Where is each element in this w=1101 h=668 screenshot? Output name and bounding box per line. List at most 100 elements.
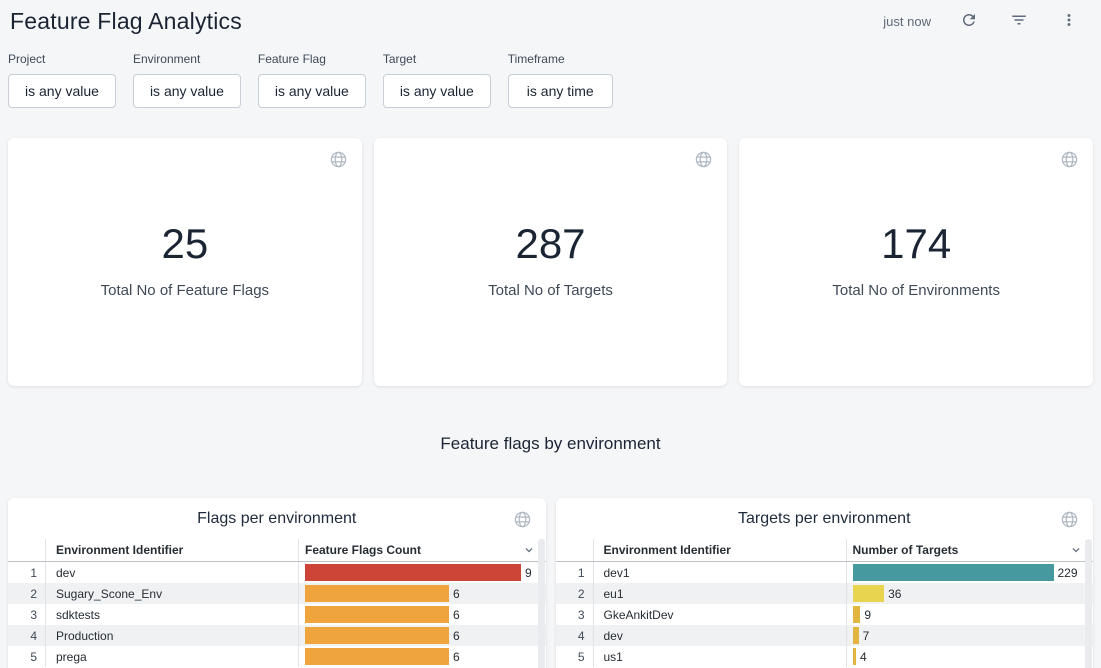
filter-timeframe-chip[interactable]: is any time: [508, 74, 613, 108]
refresh-icon: [960, 11, 978, 32]
table-row[interactable]: 4dev7: [556, 625, 1094, 646]
kpi-value: 174: [739, 220, 1093, 268]
row-index: 4: [8, 625, 46, 646]
value-label: 6: [453, 608, 460, 622]
filter-list-icon: [1010, 11, 1028, 32]
table-scrollbar[interactable]: [1085, 539, 1092, 668]
row-index: 3: [8, 604, 46, 625]
filter-project: Project is any value: [8, 52, 116, 108]
value-label: 9: [525, 566, 532, 580]
chevron-down-icon[interactable]: [522, 543, 536, 560]
table-row[interactable]: 5prega6: [8, 646, 546, 667]
table-row[interactable]: 5us14: [556, 646, 1094, 667]
flags-table: Environment Identifier Feature Flags Cou…: [8, 539, 546, 667]
environment-cell: eu1: [594, 583, 847, 604]
row-index: 5: [8, 646, 46, 667]
flags-per-environment-tile: Flags per environment Environment Identi…: [8, 498, 546, 668]
value-bar: [305, 564, 521, 581]
value-label: 36: [888, 587, 901, 601]
globe-icon[interactable]: [1060, 510, 1079, 534]
value-cell: 9: [299, 562, 546, 583]
value-cell: 6: [299, 625, 546, 646]
value-cell: 9: [847, 604, 1094, 625]
globe-icon[interactable]: [513, 510, 532, 534]
filter-project-chip[interactable]: is any value: [8, 74, 116, 108]
filter-label: Project: [8, 52, 116, 66]
table-row[interactable]: 2Sugary_Scone_Env6: [8, 583, 546, 604]
row-index: 2: [556, 583, 594, 604]
dashboard-menu-button[interactable]: [1057, 9, 1081, 33]
tile-title: Targets per environment: [556, 498, 1094, 539]
value-label: 7: [863, 629, 870, 643]
kpi-tiles-row: 25 Total No of Feature Flags 287 Total N…: [8, 138, 1093, 386]
kpi-tile-feature-flags: 25 Total No of Feature Flags: [8, 138, 362, 386]
value-label: 229: [1058, 566, 1078, 580]
table-row[interactable]: 1dev 9: [8, 562, 546, 583]
table-row[interactable]: 4Production 6: [8, 625, 546, 646]
value-cell: 6: [299, 583, 546, 604]
value-bar: [305, 585, 449, 602]
filter-environment-chip[interactable]: is any value: [133, 74, 241, 108]
section-title: Feature flags by environment: [0, 434, 1101, 454]
filter-label: Environment: [133, 52, 241, 66]
kpi-tile-environments: 174 Total No of Environments: [739, 138, 1093, 386]
refresh-button[interactable]: [957, 9, 981, 33]
filter-environment: Environment is any value: [133, 52, 241, 108]
filter-bar: Project is any value Environment is any …: [8, 52, 1101, 108]
value-label: 6: [453, 629, 460, 643]
chevron-down-icon[interactable]: [1069, 543, 1083, 560]
page-title: Feature Flag Analytics: [10, 8, 242, 35]
value-cell: 36: [847, 583, 1094, 604]
filter-label: Timeframe: [508, 52, 613, 66]
targets-table: Environment Identifier Number of Targets…: [556, 539, 1094, 667]
row-index: 3: [556, 604, 594, 625]
environment-column-header[interactable]: Environment Identifier: [594, 539, 847, 561]
kpi-label: Total No of Environments: [739, 282, 1093, 299]
table-row[interactable]: 3sdktests6: [8, 604, 546, 625]
environment-cell: dev: [46, 562, 299, 583]
environment-cell: us1: [594, 646, 847, 667]
dashboard-filters-button[interactable]: [1007, 9, 1031, 33]
filter-target: Target is any value: [383, 52, 491, 108]
table-row[interactable]: 3GkeAnkitDev9: [556, 604, 1094, 625]
value-bar: [853, 585, 885, 602]
count-column-header[interactable]: Feature Flags Count: [299, 539, 546, 561]
filter-label: Feature Flag: [258, 52, 366, 66]
value-cell: 229: [847, 562, 1094, 583]
value-cell: 4: [847, 646, 1094, 667]
row-index: 2: [8, 583, 46, 604]
table-scrollbar[interactable]: [538, 539, 545, 668]
kpi-label: Total No of Targets: [374, 282, 728, 299]
value-label: 6: [453, 587, 460, 601]
row-index: 5: [556, 646, 594, 667]
value-cell: 6: [299, 646, 546, 667]
last-refresh-status: just now: [883, 14, 931, 29]
globe-icon[interactable]: [329, 150, 348, 174]
table-row[interactable]: 1dev1229: [556, 562, 1094, 583]
filter-target-chip[interactable]: is any value: [383, 74, 491, 108]
value-bar: [305, 627, 449, 644]
globe-icon[interactable]: [694, 150, 713, 174]
count-column-header[interactable]: Number of Targets: [847, 539, 1094, 561]
kpi-value: 287: [374, 220, 728, 268]
filter-timeframe: Timeframe is any time: [508, 52, 613, 108]
environment-cell: Production: [46, 625, 299, 646]
row-index: 1: [8, 562, 46, 583]
value-cell: 6: [299, 604, 546, 625]
count-column-label: Feature Flags Count: [305, 543, 421, 557]
table-header-row: Environment Identifier Feature Flags Cou…: [8, 539, 546, 562]
row-index: 4: [556, 625, 594, 646]
filter-label: Target: [383, 52, 491, 66]
environment-column-header[interactable]: Environment Identifier: [46, 539, 299, 561]
row-index-header: [556, 539, 594, 561]
filter-feature-flag-chip[interactable]: is any value: [258, 74, 366, 108]
targets-per-environment-tile: Targets per environment Environment Iden…: [556, 498, 1094, 668]
table-header-row: Environment Identifier Number of Targets: [556, 539, 1094, 562]
count-column-label: Number of Targets: [853, 543, 959, 557]
table-tiles-row: Flags per environment Environment Identi…: [8, 498, 1093, 668]
value-cell: 7: [847, 625, 1094, 646]
globe-icon[interactable]: [1060, 150, 1079, 174]
table-row[interactable]: 2eu1 36: [556, 583, 1094, 604]
kpi-value: 25: [8, 220, 362, 268]
value-label: 9: [864, 608, 871, 622]
